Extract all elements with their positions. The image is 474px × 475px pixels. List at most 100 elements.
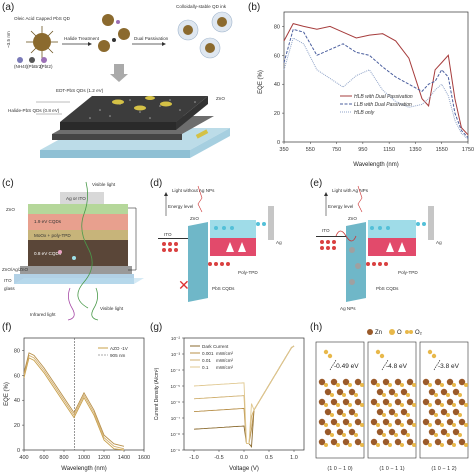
label-d: (d) [150,178,163,189]
ytick-label: 10⁻⁸ [171,432,181,437]
panel-a-size: ~3.5 nm [6,31,11,48]
legend-unit-3: mW/cm² [216,365,234,370]
dft-cell-1: -0.49 eV (1 0 − 1 0) [315,341,365,472]
xtick-label: 800 [59,455,68,461]
o-atom [400,443,404,447]
o-atom [342,393,346,397]
ytick-label: 20 [14,423,20,429]
zn-atom [458,438,466,446]
e-zno: ZnO [348,216,357,221]
zn-atom [336,388,344,396]
step-dual: Dual Passivation [134,36,169,41]
legend-unit-1: mW/cm² [216,351,234,356]
legend-o2: O₂ [415,330,423,336]
facet-label: (1 0 − 1 0) [327,466,352,472]
layer-edt: EDT-PbS QDs (1.2 eV) [56,88,104,93]
zn-atom [446,438,454,446]
o-atom [406,413,410,417]
xtick-label: 1200 [98,455,110,461]
cross-icon: ✕ [178,277,190,293]
ylabel: EQE (%) [4,382,10,406]
xtick-label: 1150 [383,147,395,153]
o-atom [452,423,456,427]
zn-atom [434,398,442,406]
o-atom [324,403,328,407]
zn-atom [446,418,454,426]
o2-atom [427,349,433,355]
ytick-label: 60 [274,53,280,59]
o-atom [360,443,364,447]
zn-atom [394,438,402,446]
xtick-label: 0.5 [265,455,273,461]
facet-label: (1 0 − 1 2) [431,466,456,472]
d-tpd: Poly-TPD [238,270,258,275]
o-atom [330,413,334,417]
zn-atom [440,428,448,436]
panel-b-chart: EQE (%) Wavelength (nm) 350 550 750 950 1150… [258,11,474,168]
ytick-label: 0 [17,448,20,454]
zn-atom [342,418,350,426]
zn-atom [336,408,344,416]
o-atom [336,423,340,427]
eqe-line-2 [23,354,125,450]
o-atom [452,443,456,447]
zn-atom [428,388,436,396]
o-atom [428,383,432,387]
o-atom [342,413,346,417]
zn-atom [376,388,384,396]
zn-atom [434,438,442,446]
xtick-label: 1.0 [290,455,298,461]
o-atom [428,423,432,427]
legend-dark: Dark Current [202,344,229,349]
o-atom [376,423,380,427]
ytick-label: 80 [274,24,280,30]
zn-atom [422,398,430,406]
zn-atom [422,438,430,446]
layer-glass: glass [4,286,15,291]
series-line-1 [283,23,469,136]
legend-0001: 0.001 [202,351,214,356]
xtick-label: 350 [279,147,288,153]
ligand-2: (PbBr2) [27,64,43,69]
energy-label: -3.8 eV [438,363,460,370]
legend-2: LLB with Dual Passivation [354,102,412,108]
o-atom [428,443,432,447]
xtick-label: 1550 [436,147,448,153]
xtick-label: 400 [19,455,28,461]
o-atom [360,383,364,387]
d-title: Light without Ag NPs [172,188,215,193]
zn-atom [452,408,460,416]
zn-atom [382,378,390,386]
zn-atom [394,418,402,426]
o-atom [446,413,450,417]
adsorption-arrow [329,359,337,371]
zn-atom [452,428,460,436]
layer-halide: Halide-PbS QDs (0.8 eV) [8,108,60,113]
ytick-label: 60 [14,373,20,379]
xtick-label: -0.5 [214,455,223,461]
o-atom [464,383,468,387]
o-atom [354,433,358,437]
ytick-label: 10⁻⁹ [170,448,180,453]
o-atom [458,433,462,437]
o-atom [382,433,386,437]
iv-line-4 [193,345,295,445]
pbs-qd-icon [26,26,58,58]
d-pbs: PbS CQDs [212,286,235,291]
o-atom [412,383,416,387]
legend: Dark Current 0.001 mW/cm² 0.01 mW/cm² 0.… [190,344,234,370]
zn-atom [324,428,332,436]
zn-atom [406,438,414,446]
zn-atom [370,398,378,406]
o2-atom [323,349,329,355]
eqe-line-3 [23,352,125,447]
zn-atom [376,408,384,416]
panel-a-top-right: Colloidally-stable QD ink [176,4,227,9]
layer-ag: Ag or ITO [66,196,86,201]
adsorption-arrow [433,359,441,371]
zn-atom [446,398,454,406]
zn-atom [318,378,326,386]
e-ag: Ag [436,240,442,245]
step-halide: Halide Treatment [64,36,100,41]
c-vis-light: Visible light [100,306,124,311]
